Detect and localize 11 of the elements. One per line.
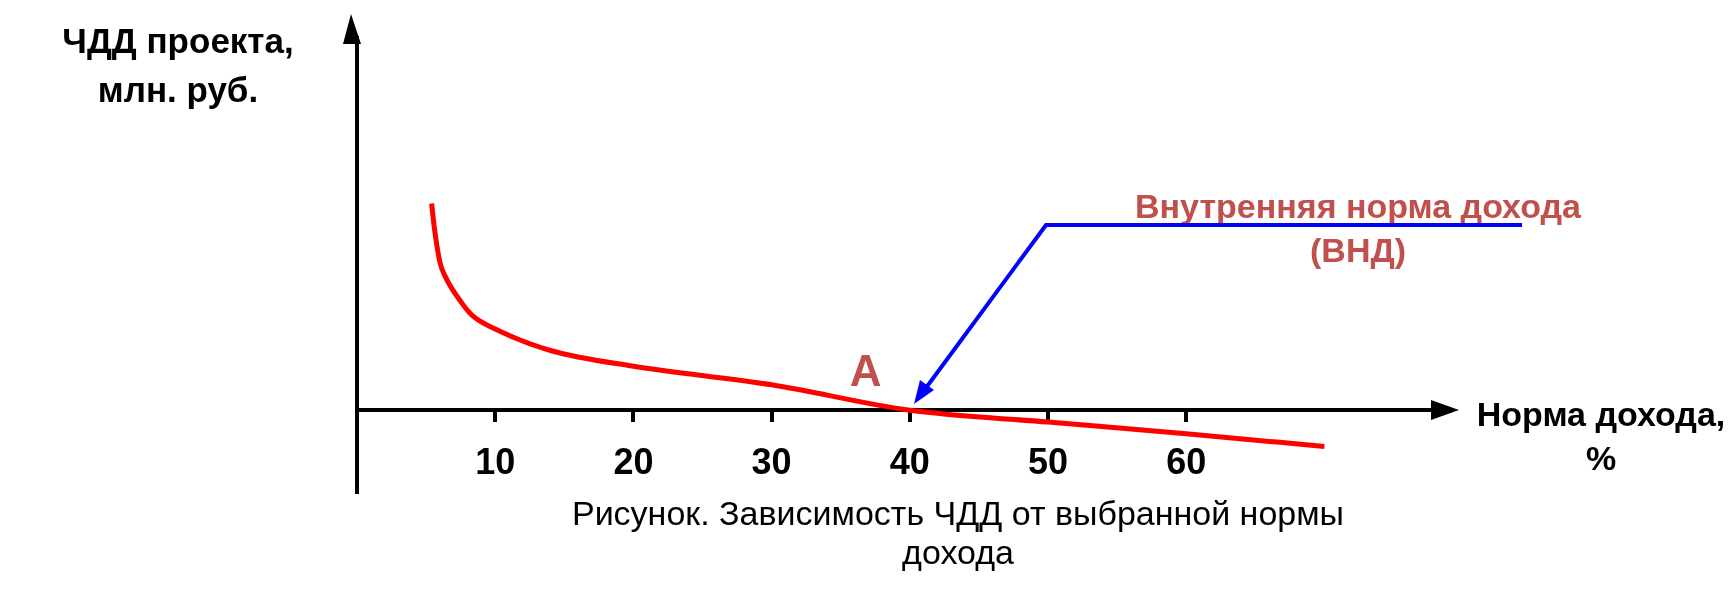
annotation: А — [849, 346, 882, 397]
y-axis-title: ЧДД проекта, млн. руб. — [61, 20, 295, 111]
x-tick-label: 40 — [889, 440, 930, 482]
x-tick-label: 50 — [1028, 440, 1069, 482]
x-tick-label: 30 — [751, 440, 792, 482]
annotation: Внутренняя норма дохода (ВНД) — [1134, 186, 1582, 272]
x-tick-label: 60 — [1166, 440, 1207, 482]
x-tick-label: 20 — [613, 440, 654, 482]
text: Рисунок. Зависимость ЧДД от выбранной нормы дохода — [570, 494, 1346, 573]
x-axis-title: Норма дохода, % — [1475, 394, 1727, 480]
x-tick-label: 10 — [475, 440, 516, 482]
